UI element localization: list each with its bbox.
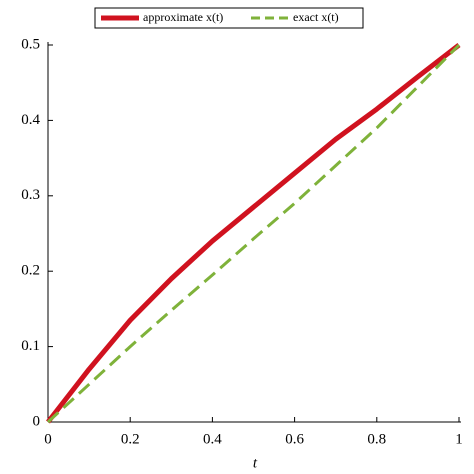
y-tick-label: 0.3 — [21, 187, 40, 203]
x-tick-label: 0.6 — [285, 431, 304, 447]
legend-label: exact x(t) — [293, 10, 339, 24]
y-tick-label: 0 — [33, 413, 41, 429]
x-tick-label: 0 — [44, 431, 52, 447]
y-tick-label: 0.5 — [21, 36, 40, 52]
x-axis-label: t — [253, 455, 258, 471]
series-line — [46, 43, 461, 424]
y-tick-label: 0.4 — [21, 112, 40, 128]
legend-box — [94, 7, 364, 29]
legend-label: approximate x(t) — [143, 10, 223, 24]
x-tick-label: 0.2 — [121, 431, 140, 447]
series-line — [46, 43, 461, 424]
x-tick-label: 0.4 — [203, 431, 222, 447]
x-tick-label: 1 — [455, 431, 463, 447]
x-tick-label: 0.8 — [367, 431, 386, 447]
y-tick-label: 0.1 — [21, 338, 40, 354]
y-tick-label: 0.2 — [21, 263, 40, 279]
